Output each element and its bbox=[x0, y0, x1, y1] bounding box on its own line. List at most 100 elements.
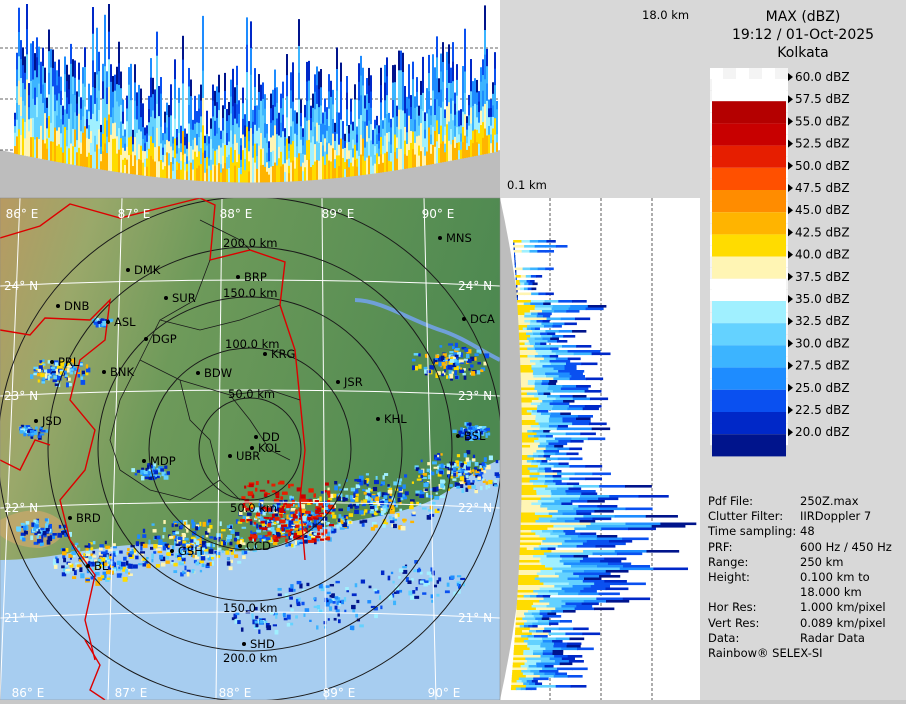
station-dot bbox=[242, 642, 246, 646]
color-scale: 60.0 dBZ 57.5 dBZ 55.0 dBZ 52.5 dBZ 50.0 dBZ… bbox=[710, 68, 850, 457]
station-label: KOL bbox=[258, 441, 281, 455]
legend-label: 40.0 dBZ bbox=[795, 248, 850, 262]
info-key: Vert Res: bbox=[708, 615, 760, 630]
info-key: Data: bbox=[708, 630, 740, 645]
info-key: Hor Res: bbox=[708, 600, 757, 615]
station-label: BDW bbox=[204, 366, 232, 380]
lon-label-top: 88° E bbox=[220, 207, 253, 221]
legend-tick bbox=[788, 295, 793, 303]
info-value: 48 bbox=[800, 524, 815, 539]
legend-tick bbox=[788, 73, 793, 81]
state-boundaries bbox=[0, 198, 306, 661]
station-dot bbox=[336, 380, 340, 384]
station-label: DCA bbox=[470, 312, 495, 326]
info-row: PRF: 600 Hz / 450 Hz bbox=[708, 540, 904, 555]
station-label: BNK bbox=[110, 365, 134, 379]
info-key bbox=[708, 585, 800, 600]
station-label: DD bbox=[262, 430, 280, 444]
legend-label: 27.5 dBZ bbox=[795, 359, 850, 373]
legend-swatch bbox=[712, 123, 786, 146]
legend-tick bbox=[788, 206, 793, 215]
station-label: KHL bbox=[384, 412, 407, 426]
district-boundaries bbox=[109, 219, 301, 501]
datetime: 19:12 / 01-Oct-2025 bbox=[731, 27, 875, 43]
right-section-echoes bbox=[510, 240, 697, 691]
legend-tick bbox=[788, 406, 793, 414]
legend-label: 47.5 dBZ bbox=[795, 181, 850, 195]
station-label: BL bbox=[94, 559, 109, 573]
station-dot bbox=[462, 317, 466, 321]
info-row: Time sampling: 48 bbox=[708, 524, 904, 539]
footer-credit: Rainbow® SELEX-SI bbox=[708, 646, 823, 660]
station-dot bbox=[106, 320, 110, 324]
station-label: MNS bbox=[446, 231, 472, 245]
station-dot bbox=[196, 371, 200, 375]
legend-swatch bbox=[712, 345, 786, 368]
lat-label-right: 21° N bbox=[458, 611, 492, 625]
legend-tick bbox=[788, 117, 793, 126]
legend-label: 52.5 dBZ bbox=[795, 137, 850, 151]
legend-swatch bbox=[712, 79, 786, 102]
top-section-ground bbox=[0, 150, 500, 198]
legend-tick bbox=[788, 95, 793, 104]
info-row: Hor Res: 1.000 km/pixel bbox=[708, 600, 904, 615]
legend-label: 20.0 dBZ bbox=[795, 425, 850, 439]
legend-swatch bbox=[712, 301, 786, 324]
station-label: KRG bbox=[271, 347, 295, 361]
legend-label: 30.0 dBZ bbox=[795, 336, 850, 350]
legend-tick bbox=[788, 428, 793, 437]
legend-swatch bbox=[712, 256, 786, 279]
info-row: 18.000 km bbox=[708, 585, 904, 600]
lon-label-top: 86° E bbox=[6, 207, 39, 221]
info-table: Pdf File: 250Z.max Clutter Filter: IIRDoppl… bbox=[708, 494, 904, 646]
lat-label-right: 23° N bbox=[458, 389, 492, 403]
station-label: ASL bbox=[114, 315, 136, 329]
info-value: 600 Hz / 450 Hz bbox=[800, 539, 892, 554]
station-dot bbox=[263, 352, 267, 356]
legend-tick bbox=[788, 383, 793, 392]
legend-swatch bbox=[712, 278, 786, 301]
station-markers: MNS DMK BRP DNB SUR ASL DGP DCA KRG PRL BNK BDW JSR K… bbox=[34, 231, 495, 651]
station-dot bbox=[102, 370, 106, 374]
info-value: 0.089 km/pixel bbox=[800, 615, 886, 630]
station-label: PRL bbox=[58, 355, 80, 369]
legend-label: 42.5 dBZ bbox=[795, 225, 850, 239]
legend-swatch bbox=[712, 234, 786, 257]
station-dot bbox=[236, 275, 240, 279]
lat-label-right: 24° N bbox=[458, 279, 492, 293]
legend-tick bbox=[788, 228, 793, 237]
station-label: UBR bbox=[236, 449, 260, 463]
map-echoes bbox=[16, 316, 500, 635]
legend-swatch bbox=[712, 101, 786, 124]
range-ring-label: 50.0 km bbox=[228, 387, 275, 401]
info-value: 1.000 km/pixel bbox=[800, 600, 886, 615]
lon-label-bottom: 89° E bbox=[323, 686, 356, 700]
legend-swatch bbox=[712, 190, 786, 213]
legend-tick bbox=[788, 184, 793, 192]
station-dot bbox=[456, 434, 460, 438]
info-value: 0.100 km to bbox=[800, 570, 870, 585]
legend-tick bbox=[788, 272, 793, 281]
legend-tick bbox=[788, 361, 793, 370]
lat-label-left: 21° N bbox=[4, 611, 38, 625]
legend-label: 37.5 dBZ bbox=[795, 270, 850, 284]
station-dot bbox=[56, 304, 60, 308]
station-dot bbox=[238, 544, 242, 548]
range-ring-label: 200.0 km bbox=[223, 651, 277, 665]
info-value: 250Z.max bbox=[800, 494, 859, 508]
legend-tick bbox=[788, 339, 793, 348]
info-row: Height: 0.100 km to bbox=[708, 570, 904, 585]
lon-label-bottom: 88° E bbox=[219, 686, 252, 700]
range-ring-label: 150.0 km bbox=[223, 286, 277, 300]
station-dot bbox=[86, 564, 90, 568]
product-title: MAX (dBZ) bbox=[765, 9, 841, 25]
range-ring-label: 150.0 km bbox=[223, 601, 277, 615]
lon-label-top: 90° E bbox=[422, 207, 455, 221]
top-section-echoes bbox=[14, 4, 498, 183]
info-key: Clutter Filter: bbox=[708, 509, 784, 524]
legend-swatch bbox=[712, 434, 786, 457]
station-label: SUR bbox=[172, 291, 196, 305]
info-value: IIRDoppler 7 bbox=[800, 509, 872, 524]
legend-tick bbox=[788, 139, 793, 148]
